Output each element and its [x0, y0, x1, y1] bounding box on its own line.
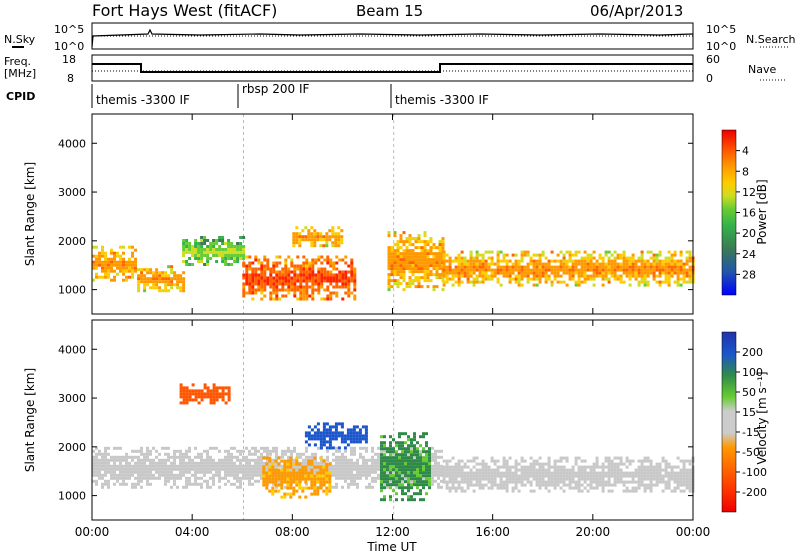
cpid-segment-2: rbsp 200 IF: [242, 82, 309, 96]
x-tick-label: 04:00: [175, 525, 210, 539]
colorbar-tick-label: 100: [742, 366, 763, 379]
echo-band: [182, 236, 246, 266]
nave-label: Nave: [748, 63, 776, 76]
colorbar-tick-label: 24: [742, 248, 756, 261]
cpid-row: CPID themis -3300 IF rbsp 200 IF themis …: [6, 82, 489, 108]
power-marks: [92, 114, 695, 314]
y-tick-label: 2000: [58, 235, 86, 248]
y-tick-label: 4000: [58, 137, 86, 150]
nsky-tick-top: 10^5: [54, 23, 84, 36]
echo-band: [442, 456, 695, 493]
velocity-y-ticks: 1000 2000 3000 4000: [58, 343, 693, 503]
colorbar-tick-label: 4: [742, 145, 749, 158]
freq-unit: [MHz]: [4, 67, 36, 80]
power-panel: 1000 2000 3000 4000 Slant Range [km] 4 8 12 16…: [23, 113, 769, 315]
power-colorbar: [721, 129, 737, 296]
echo-band: [262, 456, 332, 499]
colorbar-tick-label: -15: [742, 426, 760, 439]
power-y-ticks: 1000 2000 3000 4000: [58, 137, 693, 297]
x-tick-label: 16:00: [475, 525, 510, 539]
x-tick-label: 12:00: [375, 525, 410, 539]
echo-band: [137, 265, 186, 293]
colorbar-tick-label: 12: [742, 186, 756, 199]
colorbar-tick-label: 200: [742, 346, 763, 359]
y-tick-label: 3000: [58, 392, 86, 405]
cpid-segment-1: themis -3300 IF: [96, 93, 190, 107]
echo-band: [179, 383, 231, 405]
time-axis: 00:00 04:00 08:00 12:00 16:00 20:00 00:00: [75, 114, 711, 539]
velocity-ylabel: Slant Range [km]: [23, 368, 37, 472]
nsky-panel: N.Sky 10^5 10^0 10^5 10^0 N.Search: [4, 22, 796, 53]
velocity-colorbar: [721, 331, 737, 513]
velocity-marks: [92, 320, 695, 520]
cpid-label: CPID: [6, 90, 35, 103]
velocity-colorbar-ticks: 200 100 50 15 -15 -50 -100 -200: [736, 346, 767, 499]
colorbar-tick-label: -50: [742, 446, 760, 459]
power-colorbar-ticks: 4 8 12 16 20 24 28: [736, 145, 756, 281]
colorbar-tick-label: 28: [742, 268, 756, 281]
echo-band: [304, 422, 368, 450]
nsky-label: N.Sky: [4, 33, 36, 46]
nsearch-tick-top: 10^5: [706, 23, 736, 36]
nave-tick-top: 60: [706, 53, 720, 66]
velocity-colorbar-label: Velocity [m s⁻¹]: [755, 371, 769, 464]
y-tick-label: 1000: [58, 284, 86, 297]
x-axis-label: Time UT: [366, 540, 417, 554]
nsky-tick-bottom: 10^0: [54, 40, 84, 53]
freq-tick-bottom: 8: [67, 72, 74, 85]
station-title: Fort Hays West (fitACF): [92, 1, 277, 20]
echo-band: [442, 250, 695, 287]
echo-band: [380, 432, 431, 502]
freq-trace: [92, 63, 693, 73]
nsky-trace: [91, 28, 694, 48]
colorbar-tick-label: -100: [742, 466, 767, 479]
colorbar-tick-label: 20: [742, 227, 756, 240]
x-tick-label: 20:00: [576, 525, 611, 539]
echo-band: [242, 255, 357, 301]
nsearch-tick-bottom: 10^0: [706, 40, 736, 53]
x-tick-label: 08:00: [275, 525, 310, 539]
beam-label: Beam 15: [356, 2, 423, 20]
colorbar-tick-label: 8: [742, 165, 749, 178]
velocity-panel: 1000 2000 3000 4000 Slant Range [km] 200 100…: [23, 319, 769, 521]
nsearch-label: N.Search: [746, 33, 796, 46]
freq-panel: Freq. [MHz] 18 8 60 0 Nave: [4, 53, 786, 85]
cpid-segment-3: themis -3300 IF: [395, 93, 489, 107]
echo-band: [292, 226, 344, 248]
y-tick-label: 2000: [58, 441, 86, 454]
colorbar-tick-label: 16: [742, 207, 756, 220]
echo-band: [92, 245, 137, 282]
echo-band: [387, 231, 445, 292]
power-colorbar-label: Power [dB]: [755, 179, 769, 244]
colorbar-tick-label: -200: [742, 486, 767, 499]
y-tick-label: 3000: [58, 186, 86, 199]
colorbar-tick-label: 15: [742, 406, 756, 419]
x-tick-label: 00:00: [75, 525, 110, 539]
x-tick-label: 00:00: [676, 525, 711, 539]
power-ylabel: Slant Range [km]: [23, 162, 37, 266]
colorbar-tick-label: 50: [742, 386, 756, 399]
date-label: 06/Apr/2013: [590, 2, 683, 20]
freq-tick-top: 18: [62, 53, 76, 66]
y-tick-label: 4000: [58, 343, 86, 356]
freq-label: Freq.: [4, 55, 31, 68]
nave-tick-bottom: 0: [706, 72, 713, 85]
y-tick-label: 1000: [58, 490, 86, 503]
